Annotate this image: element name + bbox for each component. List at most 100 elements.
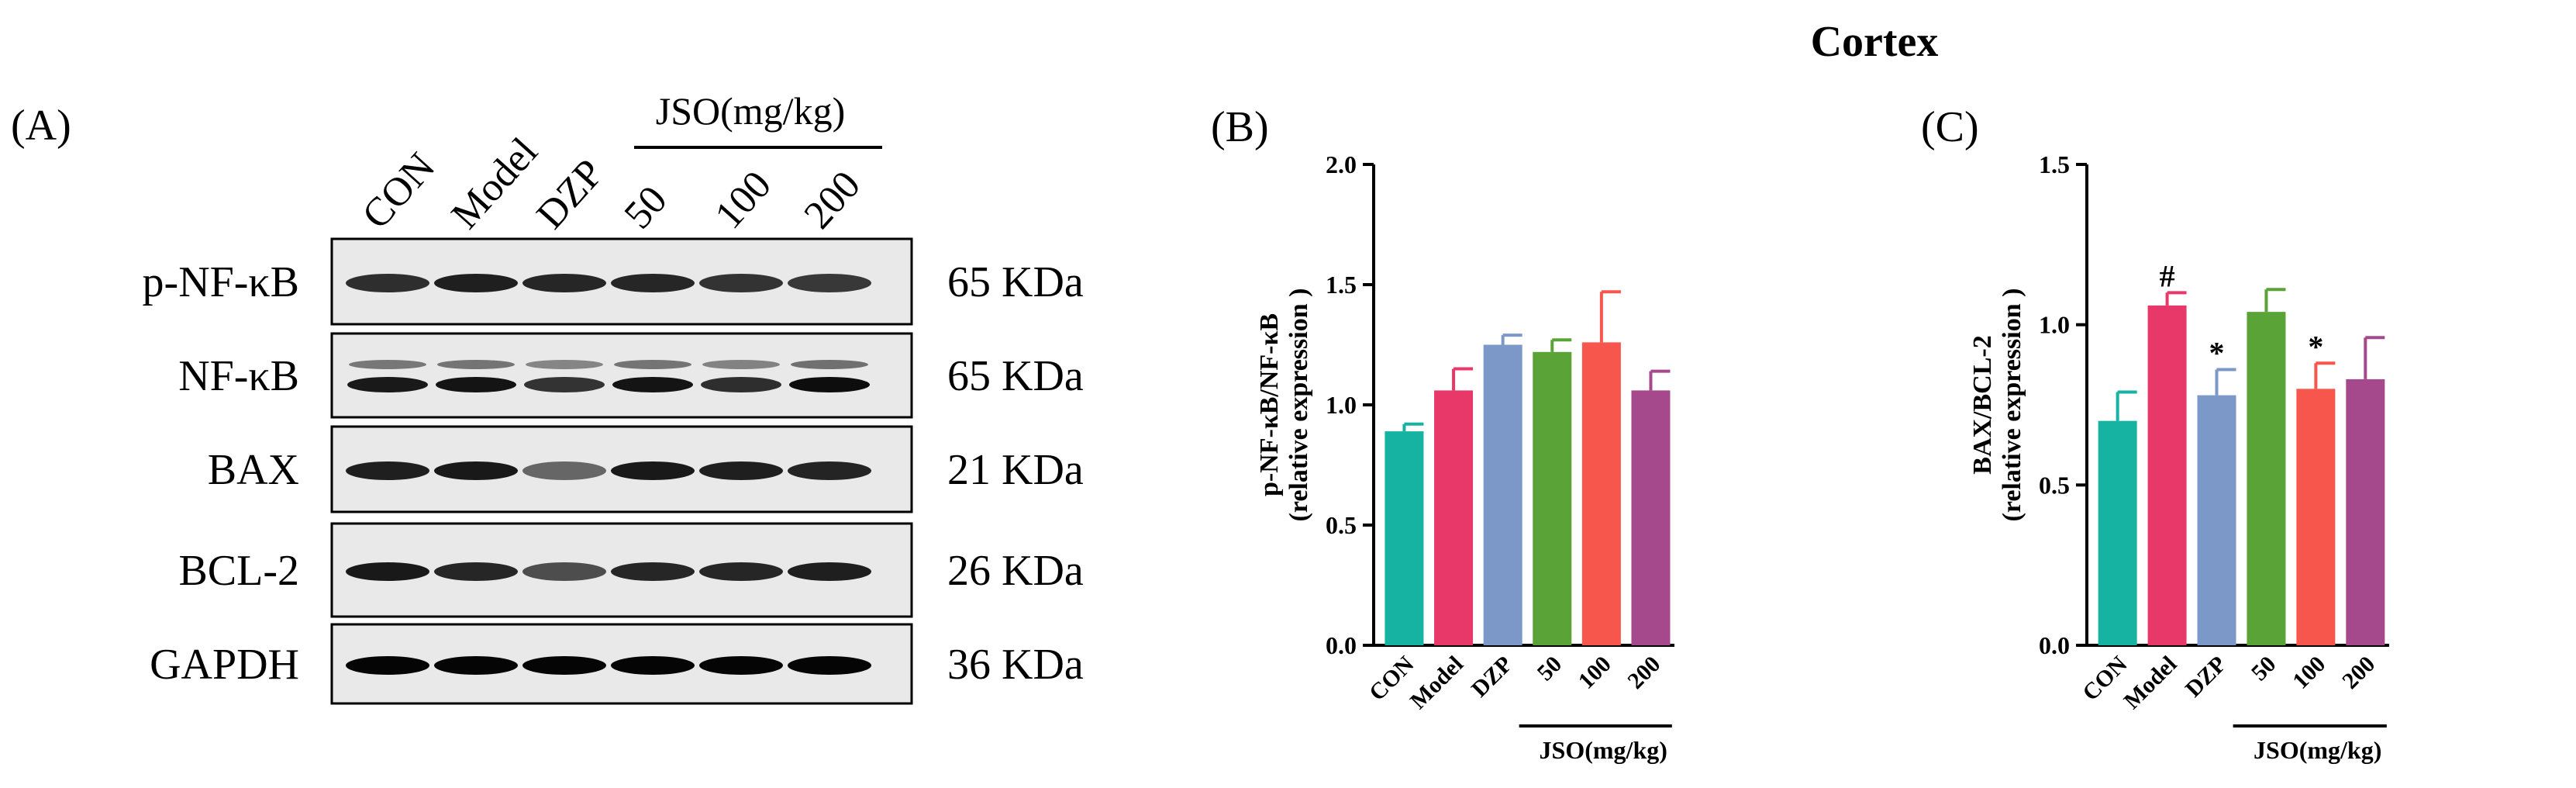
blot-band — [346, 461, 429, 480]
bar — [2147, 305, 2187, 645]
blot-band — [611, 274, 695, 292]
bar — [1385, 431, 1424, 645]
y-tick-label: 1.0 — [1326, 391, 1357, 419]
blot-band — [788, 656, 871, 675]
protein-label: BAX — [208, 446, 299, 494]
blot-band — [702, 360, 780, 369]
blot-band — [347, 377, 428, 392]
blot-band — [701, 377, 781, 392]
y-tick-label: 0.5 — [1326, 511, 1357, 539]
blot-band — [612, 377, 693, 392]
y-axis-label: p-NF-κB/NF-κB — [1255, 313, 1284, 496]
bar — [2247, 312, 2286, 645]
significance-marker: * — [2209, 336, 2225, 371]
bar — [1483, 344, 1522, 645]
blot-band — [699, 274, 783, 292]
blot-band — [611, 562, 695, 581]
x-tick-label: 100 — [1574, 651, 1616, 694]
blot-band — [346, 656, 429, 675]
panel-c-label: (C) — [1921, 103, 1979, 151]
y-tick-label: 1.0 — [2039, 311, 2070, 339]
y-tick-label: 1.5 — [1326, 271, 1357, 299]
x-tick-label: 200 — [2337, 651, 2380, 694]
lane-label: 50 — [616, 178, 676, 237]
blot-band — [346, 274, 429, 292]
chart-b: (B) 0.0 0.5 1.0 1.5 2.0 p-NF-κB/NF-κB (relativ… — [1211, 103, 1674, 764]
blot-band — [522, 461, 606, 480]
blot-band — [349, 360, 426, 369]
bar — [2346, 378, 2385, 645]
blot-band — [522, 562, 606, 581]
blot-band — [614, 360, 691, 369]
panel-a-label: (A) — [11, 102, 71, 150]
molecular-weight-label: 26 KDa — [947, 547, 1084, 595]
blot-band — [789, 377, 870, 392]
molecular-weight-label: 36 KDa — [947, 641, 1084, 689]
significance-marker: # — [2160, 258, 2175, 293]
x-tick-label: DZP — [2181, 651, 2232, 703]
blot-band — [434, 656, 518, 675]
x-tick-label: 50 — [1533, 651, 1567, 686]
y-tick-label: 1.5 — [2039, 150, 2070, 178]
x-tick-label: 100 — [2288, 651, 2330, 694]
lane-label: Model — [443, 130, 547, 237]
x-tick-label: Model — [2119, 651, 2181, 714]
protein-label: NF-κB — [178, 352, 299, 400]
lane-label: CON — [354, 144, 444, 237]
blot-band — [524, 377, 605, 392]
blot-band — [522, 656, 606, 675]
y-tick-label: 0.0 — [2039, 631, 2070, 659]
y-tick-label: 2.0 — [1326, 150, 1357, 178]
blot-row: NF-κB 65 KDa — [178, 332, 1084, 419]
x-tick-label: DZP — [1467, 651, 1518, 703]
blot-band — [788, 562, 871, 581]
protein-label: p-NF-κB — [143, 258, 299, 306]
bar — [1434, 390, 1474, 645]
blot-band — [788, 274, 871, 292]
molecular-weight-label: 21 KDa — [947, 446, 1084, 494]
blot-band — [522, 274, 606, 292]
group-label: JSO(mg/kg) — [2254, 736, 2381, 764]
significance-marker: * — [2308, 329, 2323, 364]
y-tick-label: 0.0 — [1326, 631, 1357, 659]
blot-band — [526, 360, 603, 369]
y-axis-label: BAX/BCL-2 — [1968, 335, 1997, 474]
lane-label: 200 — [796, 163, 870, 237]
blot-row: GAPDH 36 KDa — [150, 623, 1084, 705]
blot-row: BCL-2 26 KDa — [178, 522, 1084, 618]
blot-band — [699, 461, 783, 480]
bar — [2296, 389, 2336, 645]
bar — [1533, 351, 1572, 645]
bar — [1631, 390, 1671, 645]
blot-band — [434, 562, 518, 581]
protein-label: BCL-2 — [178, 547, 299, 595]
chart-c: (C) 0.0 0.5 1.0 1.5 BAX/BCL-2 (relative expre… — [1921, 103, 2389, 764]
x-tick-label: 50 — [2247, 651, 2281, 686]
blot-band — [699, 656, 783, 675]
blot-band — [788, 461, 871, 480]
blot-group-label: JSO(mg/kg) — [656, 89, 845, 133]
bar — [2197, 395, 2236, 645]
blot-band — [437, 360, 515, 369]
blot-band — [346, 562, 429, 581]
x-tick-label: 200 — [1623, 651, 1665, 694]
figure-title: Cortex — [1811, 18, 1939, 66]
blot-row: BAX 21 KDa — [208, 425, 1084, 513]
blot-band — [434, 461, 518, 480]
bar — [1581, 342, 1621, 645]
y-axis-label: (relative expression ) — [1998, 289, 2026, 522]
panel-b-label: (B) — [1211, 103, 1269, 151]
x-tick-label: Model — [1405, 651, 1468, 714]
blot-rows: p-NF-κB 65 KDa NF-κB 65 KDa BAX 21 KDa BCL-2 26… — [143, 237, 1084, 705]
group-label: JSO(mg/kg) — [1540, 736, 1667, 764]
blot-band — [436, 377, 516, 392]
lane-label: 100 — [707, 163, 781, 237]
blot-band — [434, 274, 518, 292]
protein-label: GAPDH — [150, 641, 299, 689]
blot-band — [791, 360, 868, 369]
blot-band — [699, 562, 783, 581]
y-tick-label: 0.5 — [2039, 471, 2070, 499]
